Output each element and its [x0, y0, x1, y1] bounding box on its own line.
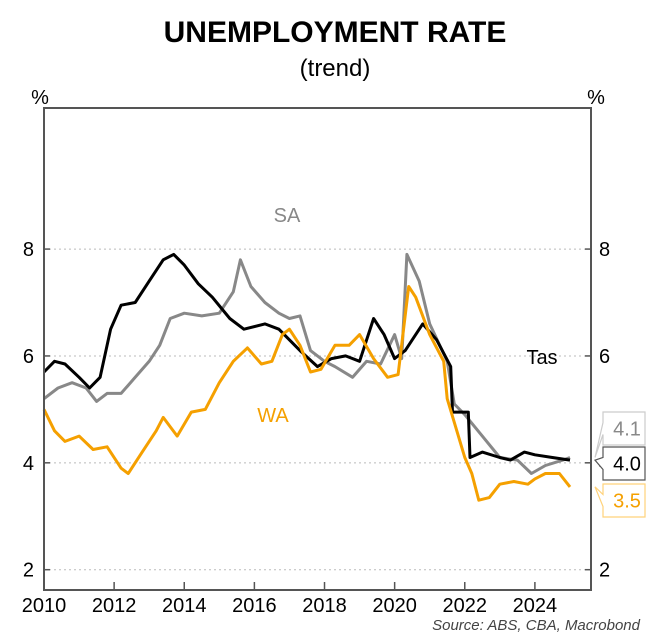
- end-label-box-sa: [594, 411, 646, 458]
- series-label-sa: SA: [274, 205, 301, 227]
- x-tick-label: 2018: [302, 595, 347, 617]
- x-tick-label: 2022: [443, 595, 488, 617]
- y-unit-left: %: [31, 87, 49, 109]
- x-tick-label: 2016: [232, 595, 277, 617]
- x-tick-label: 2024: [513, 595, 558, 617]
- x-tick-label: 2012: [92, 595, 137, 617]
- y-tick-label-right: 8: [599, 239, 610, 261]
- plot-frame: [43, 107, 592, 591]
- y-tick-label-left: 2: [23, 560, 34, 582]
- series-line-wa: [42, 285, 572, 502]
- series-label-tas: Tas: [526, 347, 557, 369]
- end-label-sa: 4.1: [613, 419, 641, 441]
- series-line-tas: [42, 252, 571, 462]
- chart-title: UNEMPLOYMENT RATE: [164, 16, 507, 49]
- x-tick-label: 2014: [162, 595, 207, 617]
- y-unit-right: %: [587, 87, 605, 109]
- chart-subtitle: (trend): [300, 55, 371, 82]
- y-tick-label-right: 2: [599, 560, 610, 582]
- end-label-tas: 4.0: [613, 454, 641, 476]
- y-tick-label-right: 6: [599, 346, 610, 368]
- x-tick-label: 2010: [22, 595, 67, 617]
- y-tick-label-left: 8: [23, 239, 34, 261]
- end-label-box-tas: [593, 446, 646, 481]
- x-tick-label: 2020: [372, 595, 417, 617]
- y-tick-label-left: 6: [23, 346, 34, 368]
- series-label-wa: WA: [257, 405, 289, 427]
- y-tick-label-left: 4: [23, 453, 34, 475]
- end-label-box-wa: [594, 483, 646, 518]
- end-label-wa: 3.5: [613, 491, 641, 513]
- source-note: Source: ABS, CBA, Macrobond: [432, 617, 641, 634]
